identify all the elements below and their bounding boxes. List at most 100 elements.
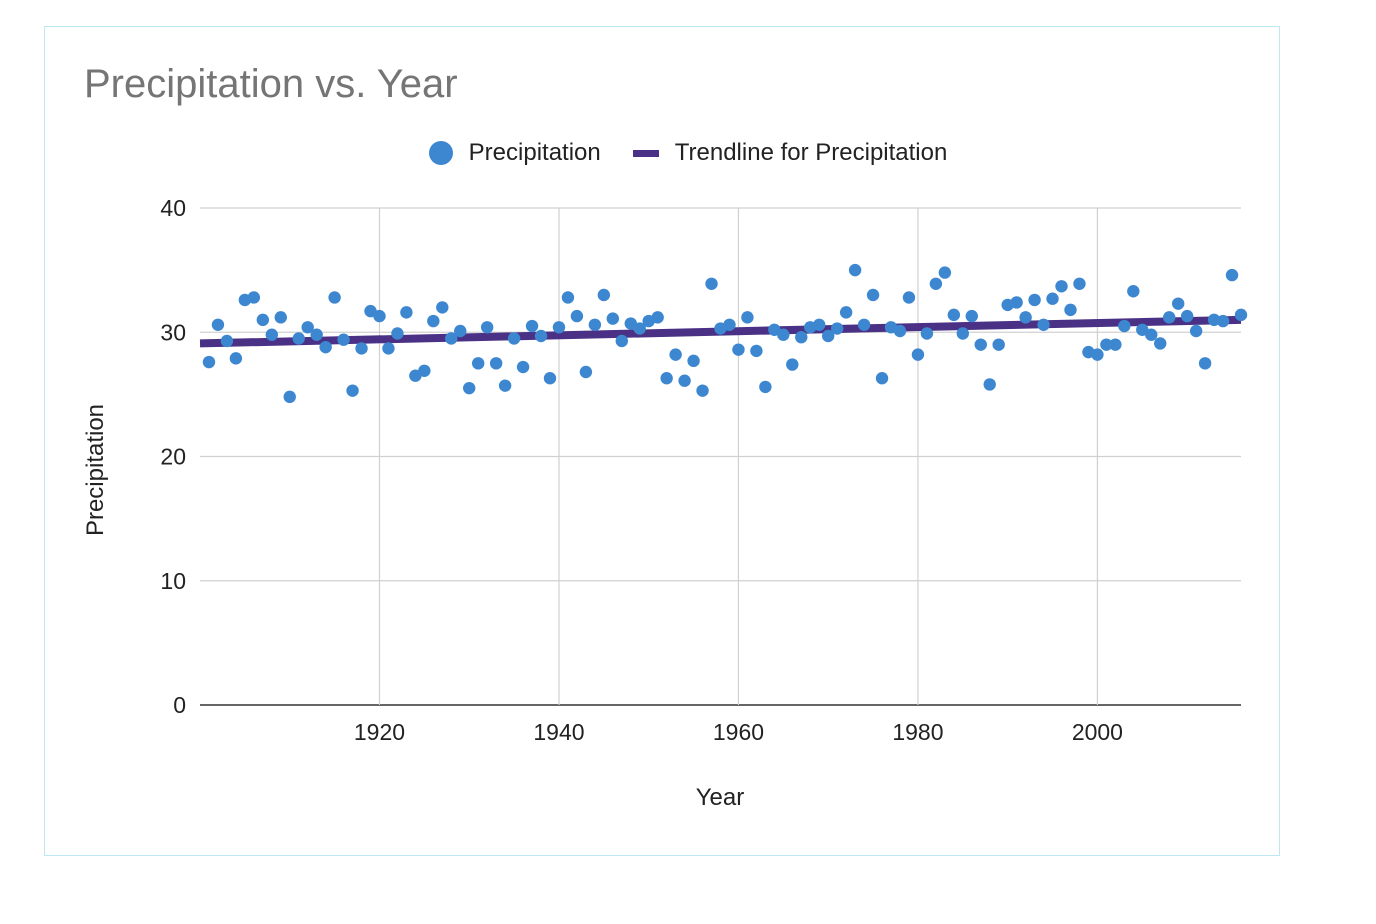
legend-item-precipitation[interactable]: Precipitation bbox=[428, 139, 601, 167]
data-point bbox=[220, 334, 234, 348]
data-point bbox=[1010, 296, 1023, 309]
data-point bbox=[651, 311, 664, 324]
y-tick-label: 0 bbox=[173, 692, 186, 718]
data-point bbox=[1028, 293, 1041, 307]
y-tick-label: 20 bbox=[160, 444, 186, 470]
data-point bbox=[857, 318, 871, 331]
data-point bbox=[866, 288, 880, 302]
data-point bbox=[274, 311, 287, 324]
data-point bbox=[893, 324, 907, 338]
chart-title: Precipitation vs. Year bbox=[84, 62, 458, 106]
data-point bbox=[552, 321, 566, 334]
data-point bbox=[588, 318, 602, 331]
data-point bbox=[911, 348, 925, 361]
x-axis-title: Year bbox=[695, 784, 745, 811]
legend-dot-marker bbox=[428, 141, 453, 165]
data-point bbox=[346, 384, 359, 397]
data-point bbox=[283, 390, 296, 404]
data-point bbox=[1046, 292, 1059, 305]
data-point bbox=[418, 364, 431, 377]
chart-frame bbox=[44, 26, 1280, 856]
x-tick-label: 1920 bbox=[354, 719, 405, 745]
data-point bbox=[983, 378, 996, 391]
data-point bbox=[319, 340, 332, 354]
data-point bbox=[992, 338, 1005, 351]
data-point bbox=[786, 358, 799, 371]
data-point bbox=[821, 329, 835, 343]
data-point bbox=[1163, 311, 1176, 324]
legend-line-marker bbox=[632, 149, 659, 157]
data-point bbox=[489, 357, 503, 370]
data-point bbox=[463, 381, 476, 395]
data-point bbox=[597, 288, 611, 302]
data-point bbox=[436, 301, 449, 314]
data-point bbox=[543, 372, 557, 385]
data-point bbox=[247, 291, 261, 304]
data-point bbox=[615, 334, 628, 348]
x-tick-label: 2000 bbox=[1072, 719, 1123, 745]
data-point bbox=[507, 332, 521, 345]
data-point bbox=[516, 360, 530, 374]
data-point bbox=[498, 379, 512, 392]
data-point bbox=[965, 309, 978, 323]
data-point bbox=[1037, 318, 1050, 331]
data-point bbox=[382, 342, 395, 355]
data-point bbox=[938, 266, 952, 279]
data-point bbox=[741, 311, 754, 324]
data-point bbox=[929, 277, 943, 290]
data-point bbox=[1198, 357, 1212, 370]
data-point bbox=[1064, 303, 1077, 317]
data-point bbox=[902, 291, 916, 304]
data-point bbox=[525, 319, 539, 333]
data-point bbox=[265, 328, 278, 341]
x-tick-label: 1980 bbox=[892, 719, 943, 745]
y-tick-label: 40 bbox=[160, 195, 186, 221]
data-point bbox=[445, 332, 458, 345]
x-tick-label: 1960 bbox=[713, 719, 764, 745]
data-point bbox=[606, 312, 620, 325]
data-point bbox=[454, 324, 467, 338]
data-point bbox=[328, 291, 341, 304]
data-point bbox=[678, 374, 691, 387]
data-point bbox=[723, 318, 736, 331]
data-point bbox=[1180, 309, 1194, 323]
data-point bbox=[229, 352, 243, 365]
data-point bbox=[1127, 285, 1140, 298]
data-point bbox=[759, 380, 772, 394]
data-point bbox=[211, 318, 225, 331]
data-point bbox=[750, 344, 763, 358]
y-axis-title: Precipitation bbox=[82, 403, 109, 537]
data-point bbox=[956, 327, 970, 340]
data-point bbox=[669, 348, 682, 361]
data-point bbox=[974, 338, 987, 351]
data-point bbox=[400, 306, 413, 319]
data-point bbox=[1109, 338, 1122, 351]
data-point bbox=[920, 327, 934, 340]
data-point bbox=[813, 318, 826, 331]
data-point bbox=[795, 331, 808, 344]
data-point bbox=[292, 332, 305, 345]
legend-item-trendline[interactable]: Trendline for Precipitation bbox=[632, 139, 948, 167]
data-point bbox=[1154, 337, 1167, 350]
data-point bbox=[777, 328, 790, 341]
data-point bbox=[471, 357, 485, 370]
data-point bbox=[1118, 319, 1131, 333]
data-point bbox=[310, 328, 323, 341]
data-point bbox=[687, 354, 700, 368]
legend-label-trendline: Trendline for Precipitation bbox=[674, 139, 948, 166]
data-point bbox=[534, 329, 548, 343]
legend: Precipitation Trendline for Precipitatio… bbox=[0, 136, 1376, 170]
data-point bbox=[1019, 311, 1032, 324]
data-point bbox=[480, 321, 494, 334]
data-point bbox=[947, 308, 961, 322]
data-point bbox=[732, 343, 745, 356]
data-point bbox=[1171, 297, 1185, 310]
data-point bbox=[561, 291, 575, 304]
data-point bbox=[1055, 280, 1068, 293]
data-point bbox=[373, 309, 386, 323]
y-tick-label: 10 bbox=[160, 568, 186, 594]
x-tick-label: 1940 bbox=[533, 719, 584, 745]
data-point bbox=[1145, 328, 1158, 341]
data-point bbox=[202, 355, 216, 369]
